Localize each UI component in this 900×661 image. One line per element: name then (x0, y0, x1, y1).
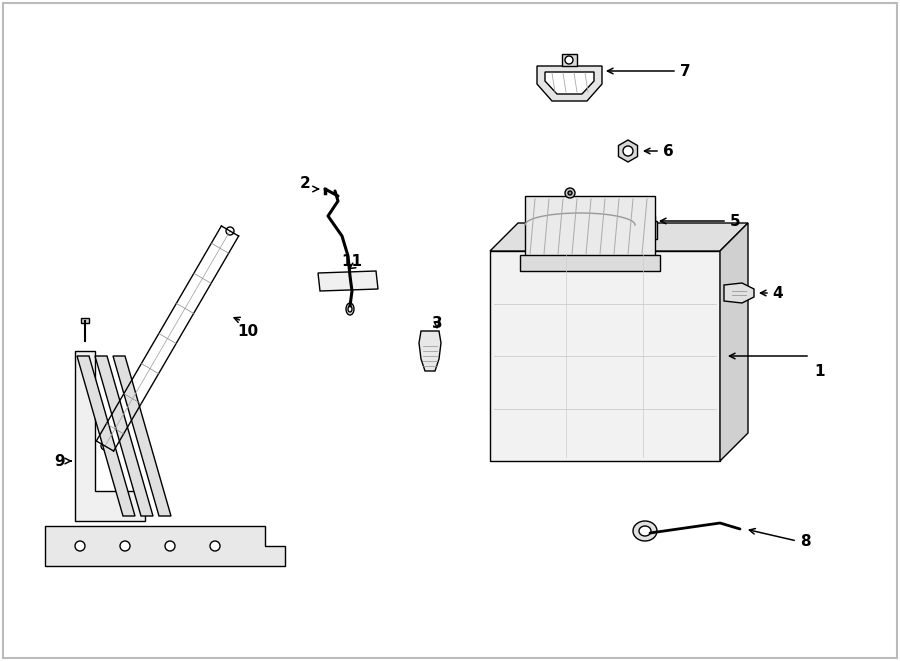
Polygon shape (618, 140, 637, 162)
Text: 11: 11 (341, 254, 363, 268)
Circle shape (565, 188, 575, 198)
Bar (520, 255, 660, 271)
Circle shape (226, 227, 234, 235)
Text: 7: 7 (680, 63, 690, 79)
Bar (645, 221, 657, 239)
Text: 5: 5 (730, 214, 741, 229)
Ellipse shape (633, 521, 657, 541)
Circle shape (101, 442, 109, 450)
Text: 8: 8 (800, 533, 810, 549)
Text: 1: 1 (814, 364, 825, 379)
Polygon shape (77, 356, 135, 516)
Circle shape (120, 541, 130, 551)
Ellipse shape (348, 306, 352, 312)
Circle shape (565, 56, 573, 64)
Polygon shape (537, 66, 602, 101)
Text: 10: 10 (238, 323, 258, 338)
Text: 2: 2 (300, 176, 310, 190)
Text: 9: 9 (55, 453, 66, 469)
Bar (562, 54, 577, 66)
Polygon shape (45, 526, 285, 566)
Circle shape (568, 191, 572, 195)
Ellipse shape (639, 526, 651, 536)
Bar (525, 196, 655, 256)
Polygon shape (75, 351, 145, 521)
Polygon shape (720, 223, 748, 461)
Polygon shape (113, 356, 171, 516)
Ellipse shape (346, 303, 354, 315)
Bar (490, 251, 720, 461)
Bar (647, 216, 655, 221)
Polygon shape (419, 331, 441, 371)
Polygon shape (545, 72, 594, 94)
Circle shape (165, 541, 175, 551)
Polygon shape (318, 271, 378, 291)
Bar (81, 318, 89, 323)
Text: 3: 3 (432, 315, 442, 330)
Circle shape (75, 541, 85, 551)
Text: 4: 4 (773, 286, 783, 301)
Text: 6: 6 (662, 143, 673, 159)
Polygon shape (724, 283, 754, 303)
Polygon shape (95, 356, 153, 516)
Circle shape (210, 541, 220, 551)
Circle shape (623, 146, 633, 156)
Bar (547, 214, 557, 219)
Bar (545, 219, 559, 239)
Polygon shape (490, 223, 748, 251)
